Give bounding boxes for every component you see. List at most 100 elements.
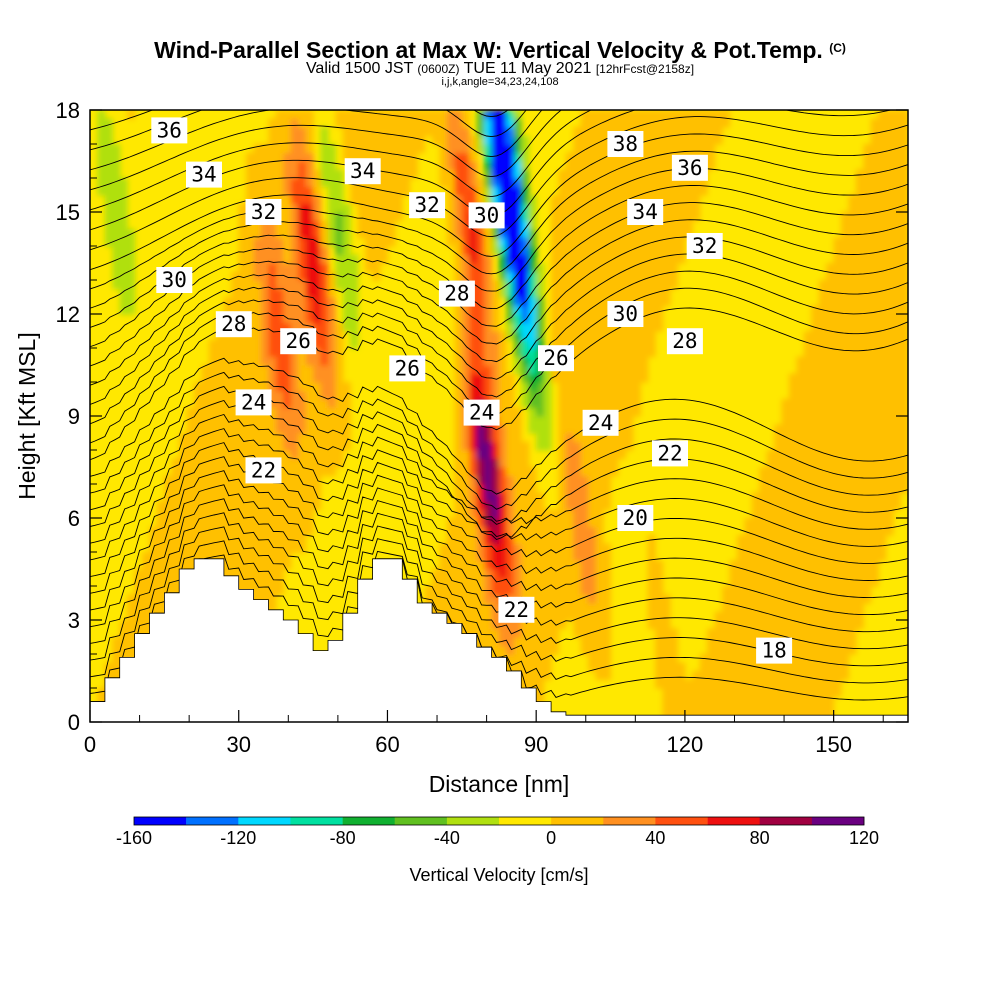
w-cell bbox=[640, 229, 649, 239]
w-cell bbox=[238, 458, 247, 468]
w-cell bbox=[670, 280, 678, 290]
w-cell bbox=[536, 662, 545, 672]
isentrope-label-text: 28 bbox=[672, 329, 697, 353]
w-cell bbox=[618, 195, 626, 205]
w-cell bbox=[521, 382, 530, 392]
w-cell bbox=[112, 195, 121, 205]
w-cell bbox=[848, 212, 857, 222]
w-cell bbox=[848, 382, 857, 392]
w-cell bbox=[484, 339, 493, 349]
w-cell bbox=[588, 212, 597, 222]
w-cell bbox=[305, 322, 314, 332]
w-cell bbox=[506, 203, 515, 213]
w-cell bbox=[811, 696, 820, 706]
w-cell bbox=[885, 467, 894, 477]
w-cell bbox=[112, 246, 121, 256]
w-cell bbox=[320, 220, 329, 230]
w-cell bbox=[737, 696, 745, 706]
w-cell bbox=[855, 424, 864, 434]
w-cell bbox=[870, 246, 879, 256]
isentrope-label-box bbox=[582, 409, 619, 436]
w-cell bbox=[759, 526, 768, 536]
w-cell bbox=[290, 526, 299, 536]
w-cell bbox=[216, 382, 225, 392]
w-cell bbox=[513, 543, 522, 553]
w-cell bbox=[461, 484, 470, 494]
w-cell bbox=[216, 509, 225, 519]
w-cell bbox=[573, 348, 582, 358]
w-cell bbox=[759, 594, 768, 604]
w-cell bbox=[305, 365, 314, 375]
w-cell bbox=[305, 246, 314, 256]
w-cell bbox=[796, 569, 805, 579]
w-cell bbox=[261, 356, 269, 366]
w-cell bbox=[528, 560, 537, 570]
w-cell bbox=[647, 288, 656, 298]
w-cell bbox=[781, 407, 790, 417]
w-cell bbox=[878, 348, 887, 358]
w-cell bbox=[774, 569, 783, 579]
w-cell bbox=[863, 263, 872, 273]
w-cell bbox=[536, 679, 545, 689]
w-cell bbox=[580, 203, 589, 213]
w-cell bbox=[640, 348, 649, 358]
w-cell bbox=[209, 390, 217, 400]
y-tick-label: 6 bbox=[68, 506, 80, 531]
w-cell bbox=[878, 110, 887, 120]
w-cell bbox=[848, 637, 857, 647]
w-cell bbox=[833, 441, 842, 451]
w-cell bbox=[826, 509, 835, 519]
w-cell bbox=[528, 254, 537, 264]
w-cell bbox=[469, 135, 478, 145]
w-cell bbox=[223, 424, 232, 434]
w-cell bbox=[380, 152, 388, 162]
w-cell bbox=[499, 186, 507, 196]
w-cell bbox=[439, 127, 448, 137]
w-cell bbox=[231, 399, 240, 409]
w-cell bbox=[543, 407, 552, 417]
w-cell bbox=[610, 178, 619, 188]
w-cell bbox=[209, 467, 217, 477]
w-cell bbox=[744, 535, 753, 545]
w-cell bbox=[454, 195, 463, 205]
w-cell bbox=[848, 552, 857, 562]
w-cell bbox=[826, 569, 835, 579]
w-cell bbox=[722, 696, 731, 706]
w-cell bbox=[595, 203, 604, 213]
w-cell bbox=[751, 501, 760, 511]
w-cell bbox=[380, 127, 388, 137]
w-cell bbox=[811, 475, 820, 485]
w-cell bbox=[811, 382, 820, 392]
w-cell bbox=[238, 492, 247, 502]
w-cell bbox=[803, 594, 812, 604]
w-cell bbox=[298, 246, 307, 256]
w-cell bbox=[461, 552, 470, 562]
w-cell bbox=[372, 152, 381, 162]
chart-title: Wind-Parallel Section at Max W: Vertical… bbox=[0, 37, 1000, 64]
w-cell bbox=[142, 603, 151, 613]
w-cell bbox=[209, 407, 217, 417]
w-cell bbox=[878, 152, 887, 162]
w-cell bbox=[491, 501, 500, 511]
w-cell bbox=[595, 560, 604, 570]
w-cell bbox=[164, 586, 173, 596]
w-cell bbox=[625, 110, 634, 120]
w-cell bbox=[737, 645, 745, 655]
w-cell bbox=[127, 603, 136, 613]
w-cell bbox=[476, 135, 485, 145]
w-cell bbox=[632, 169, 641, 179]
w-cell bbox=[223, 535, 232, 545]
w-cell bbox=[826, 526, 835, 536]
w-cell bbox=[283, 161, 292, 171]
w-cell bbox=[878, 118, 887, 128]
w-cell bbox=[194, 467, 203, 477]
w-cell bbox=[781, 705, 790, 715]
w-cell bbox=[461, 144, 470, 154]
w-cell bbox=[491, 178, 500, 188]
w-cell bbox=[268, 288, 277, 298]
y-tick-label: 18 bbox=[56, 98, 80, 123]
w-cell bbox=[216, 552, 225, 562]
w-cell bbox=[841, 424, 850, 434]
w-cell bbox=[290, 501, 299, 511]
w-cell bbox=[811, 407, 820, 417]
